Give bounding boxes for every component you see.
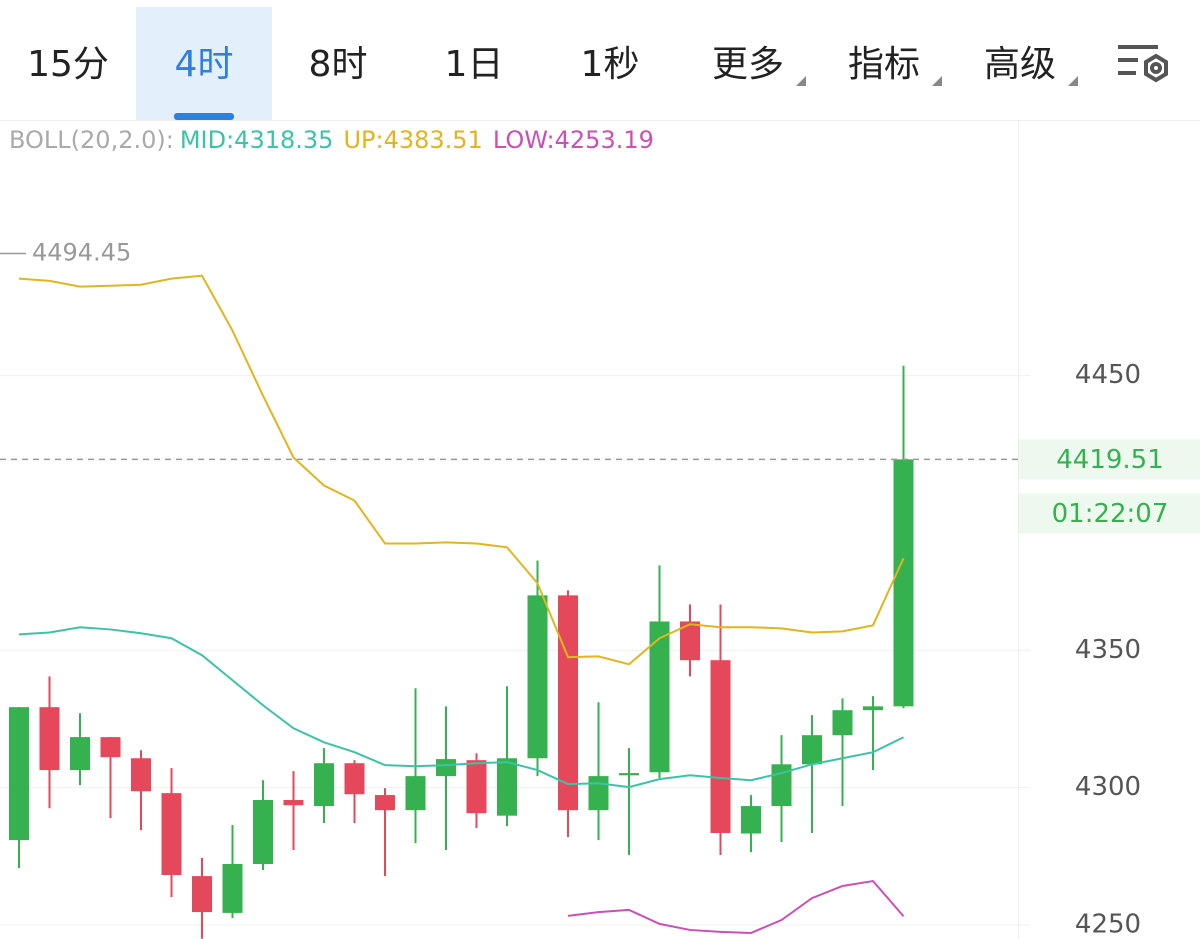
candle-body [253,800,273,865]
candle-body [283,800,304,806]
indicator-label: BOLL(20,2.0): [9,126,174,154]
tab[interactable]: 1秒 [581,44,640,85]
countdown-box [1019,493,1200,534]
candle-body [222,864,243,913]
candle-body [741,806,761,834]
candle-body [314,763,334,807]
price-box [1019,439,1200,480]
candle-body [863,706,883,711]
candle-body [405,776,426,811]
candle-body [161,793,182,875]
dropdown-caret [796,76,806,86]
icon-dot [1150,62,1162,74]
tab[interactable]: 高级 [984,44,1078,86]
candle-body [558,595,578,811]
tab[interactable]: 15分 [27,44,109,85]
candle-body [527,595,548,759]
plot [9,274,914,939]
y-tick-label: 4350 [1075,635,1141,665]
tab-label: 1秒 [581,44,640,85]
y-tick-label: 4250 [1075,909,1141,939]
candle-body [375,795,395,811]
dropdown-caret [1068,76,1078,86]
tab[interactable]: 4时 [136,7,272,120]
candle-body [497,758,517,816]
candle-body [436,759,456,777]
indicator-legend: BOLL(20,2.0): MID:4318.35 UP:4383.51 LOW:42… [9,126,654,154]
tab-label: 8时 [309,44,368,85]
tab[interactable]: 指标 [848,44,942,86]
tab-label: 指标 [848,44,920,85]
candle-body [680,621,700,661]
settings-icon[interactable] [1118,45,1168,83]
tab[interactable]: 1日 [445,44,504,85]
candle-body [9,707,29,841]
icon-hex [1144,53,1168,83]
tab[interactable]: 8时 [309,44,368,85]
tab-highlight [136,7,272,120]
tab-label: 15分 [27,44,109,85]
candle-body [893,459,914,707]
tab-label: 1日 [445,44,504,85]
legend-entry: MID:4318.35 [180,126,334,154]
candle-body [70,737,90,771]
boll-line [567,879,905,934]
y-tick-label: 4300 [1075,772,1141,802]
y-tick-label: 4450 [1075,360,1141,390]
tab-label: 高级 [984,44,1056,85]
candle-body [588,776,609,811]
candle-body [802,735,822,765]
candle-body [710,660,731,833]
candle-body [344,763,365,795]
tab-underline [174,113,234,120]
tabs: 15分 4时 8时 1日 1秒 更多 指标 高级 [27,7,1078,120]
candle-body [832,710,853,736]
boll-line [18,274,905,666]
tab-label: 更多 [712,44,784,85]
boll-line [18,626,904,789]
max-label: 4494.45 [32,239,131,267]
dropdown-caret [932,76,942,86]
countdown: 01:22:07 [1052,499,1169,529]
tab-label: 4时 [175,44,234,85]
candle-body [100,737,121,758]
legend-entry: UP:4383.51 [343,126,482,154]
candle-body [192,876,212,913]
legend-entry: LOW:4253.19 [493,126,654,154]
overlay: BOLL(20,2.0): MID:4318.35 UP:4383.51 LOW:42… [0,126,1200,534]
candle-body [466,760,487,814]
candle-body [619,773,639,776]
candle-body [39,707,60,771]
tab[interactable]: 更多 [712,44,806,86]
candle-body [131,758,151,792]
candle-body [649,621,670,773]
price-label: 4419.51 [1056,445,1164,475]
